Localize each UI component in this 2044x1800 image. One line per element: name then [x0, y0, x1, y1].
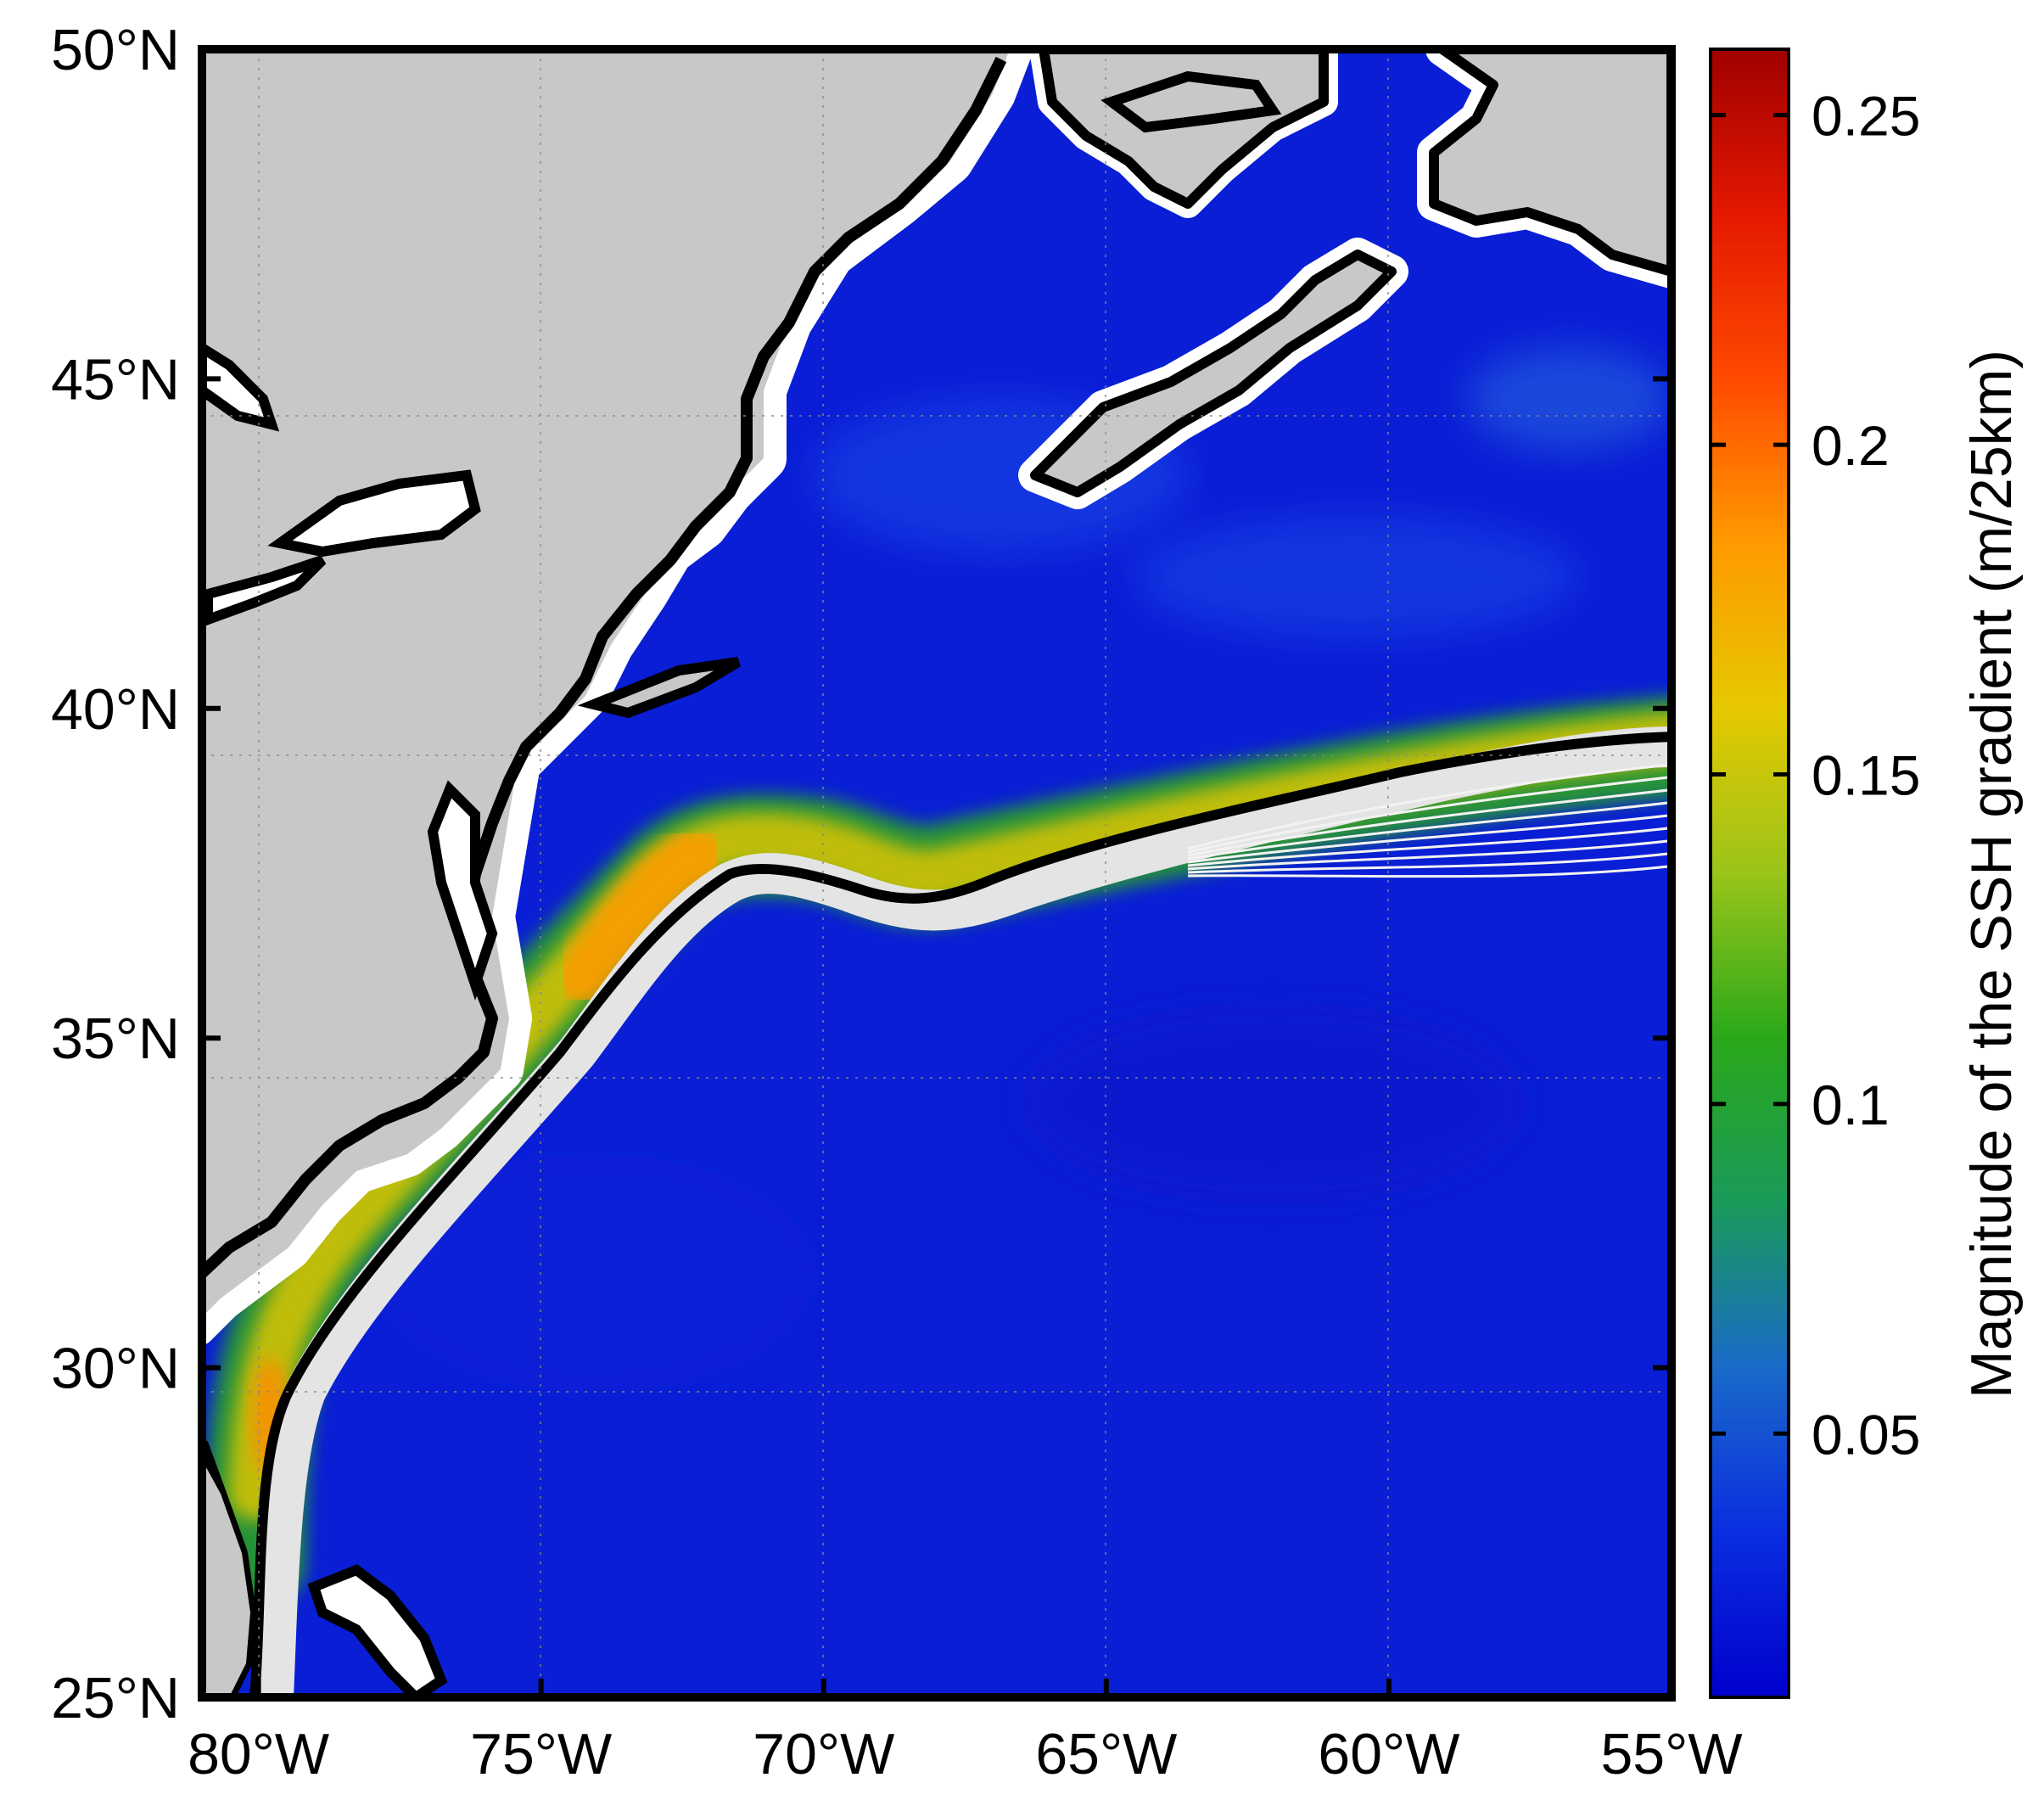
x-tick-label: 60°W	[1318, 1722, 1459, 1786]
y-tick-label: 45°N	[51, 347, 180, 412]
colorbar-tick-label: 0.1	[1812, 1074, 1890, 1136]
gulf-stream-mean-path	[249, 732, 1672, 1697]
lake-erie	[203, 555, 327, 627]
x-tick-label: 55°W	[1600, 1722, 1742, 1786]
gulf-stream-path-fan	[1187, 763, 1672, 878]
y-tick-label: 25°N	[51, 1666, 180, 1730]
y-tick-label: 35°N	[51, 1007, 180, 1071]
colorbar-ramp	[1709, 48, 1790, 1699]
coastline-north-america	[202, 56, 1007, 1278]
x-tick-label: 65°W	[1035, 1722, 1177, 1786]
bay-chesapeake	[427, 780, 498, 1001]
colorbar-ticks: 0.05 0.1 0.15 0.2 0.25	[1711, 85, 1920, 1466]
y-tick-label: 50°N	[51, 18, 180, 82]
colorbar-tick-label: 0.25	[1812, 85, 1920, 148]
graticule	[202, 49, 1672, 1697]
colorbar-tick-label: 0.05	[1812, 1403, 1920, 1466]
y-axis: 50°N 45°N 40°N 35°N 30°N 25°N	[51, 18, 1672, 1730]
ssh-gradient-band-core	[556, 827, 725, 1006]
x-tick-label: 75°W	[470, 1722, 612, 1786]
x-axis: 80°W 75°W 70°W 65°W 60°W 55°W	[188, 1679, 1743, 1786]
land-long-island	[577, 657, 742, 719]
land-bahamas	[307, 1564, 448, 1697]
y-tick-label: 30°N	[51, 1337, 180, 1401]
y-tick-label: 40°N	[51, 677, 180, 742]
ocean-variability	[373, 348, 1672, 1392]
colorbar: 0.05 0.1 0.15 0.2 0.25 Magnitude of the SSH …	[1709, 48, 2024, 1699]
map-panel	[202, 49, 1672, 1697]
colorbar-tick-label: 0.2	[1812, 414, 1890, 477]
map-frame	[198, 45, 1676, 1702]
colorbar-tick-label: 0.15	[1812, 743, 1920, 806]
lake-ontario	[267, 469, 481, 558]
x-tick-label: 70°W	[753, 1722, 894, 1786]
lake-huron	[202, 341, 280, 432]
land-masses	[202, 49, 1672, 1697]
x-tick-label: 80°W	[188, 1722, 329, 1786]
land-anticosti	[1100, 70, 1282, 133]
colorbar-title: Magnitude of the SSH gradient (m/25km)	[1959, 350, 2024, 1399]
